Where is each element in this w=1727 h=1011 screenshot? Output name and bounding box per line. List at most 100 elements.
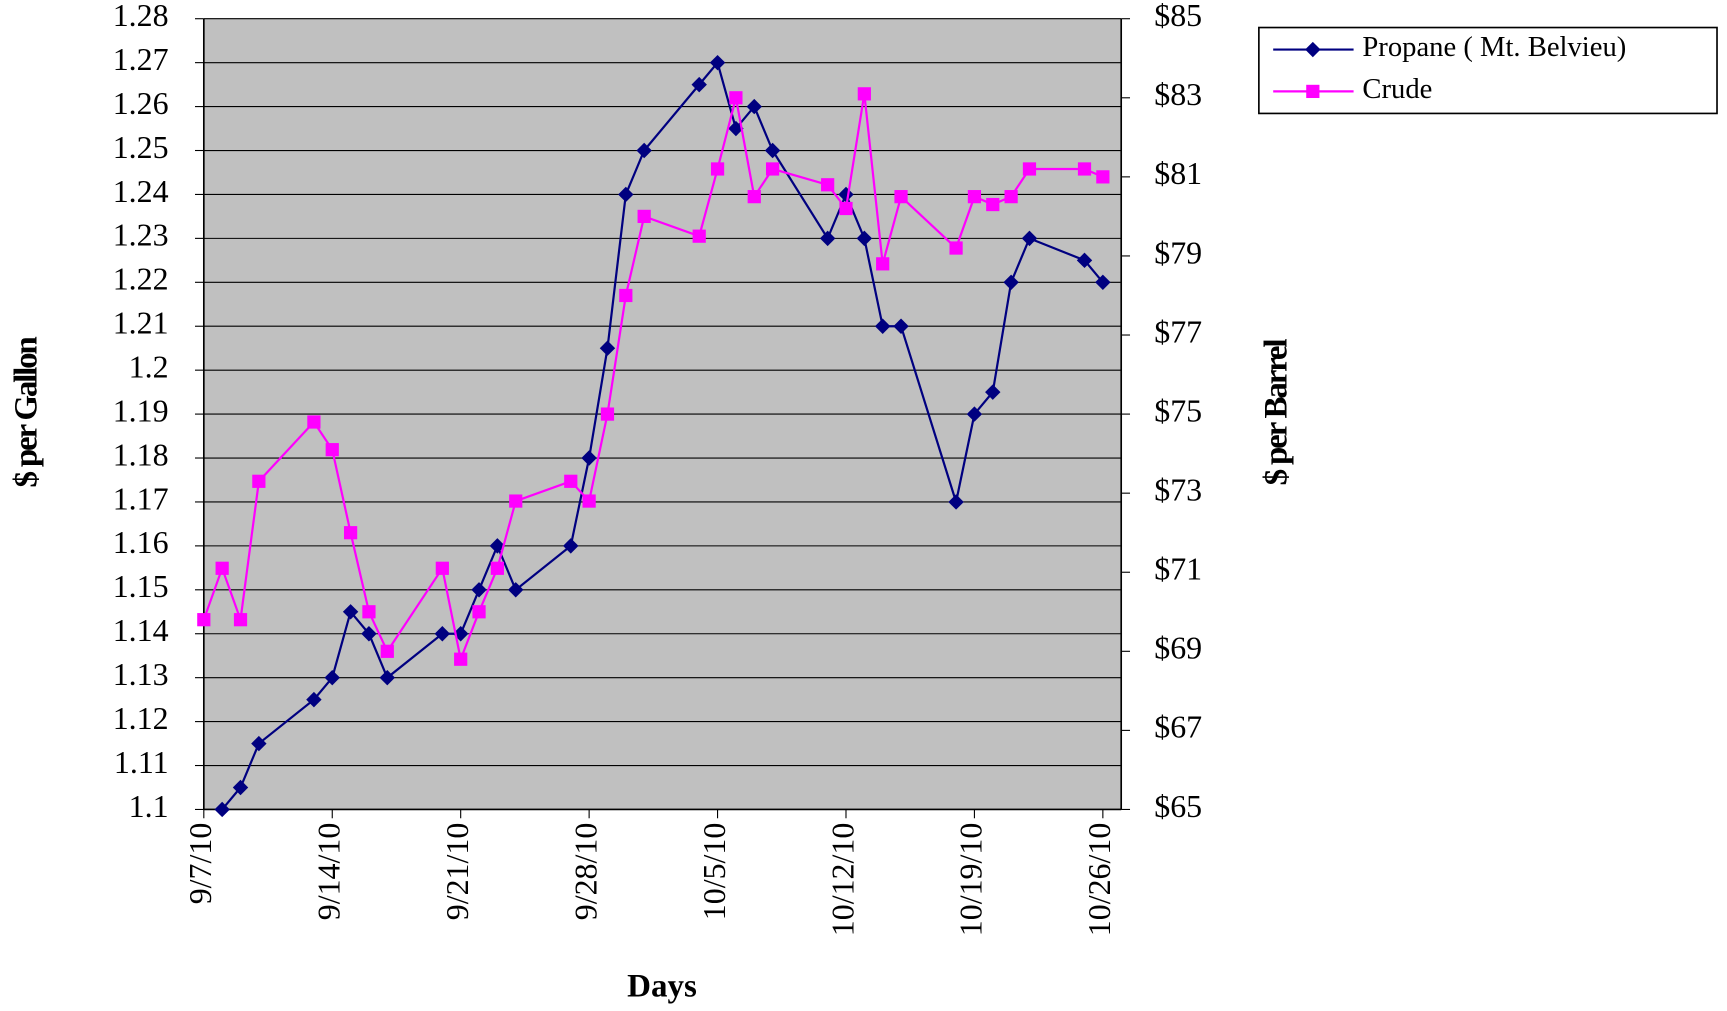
y-tick-label: 1.13 xyxy=(113,657,169,692)
marker xyxy=(490,561,504,575)
marker xyxy=(839,201,853,216)
marker xyxy=(1004,190,1018,204)
x-tick-label: 9/28/10 xyxy=(568,823,603,921)
y2-tick-label: $65 xyxy=(1154,789,1202,824)
marker xyxy=(894,190,908,204)
y2-tick-label: $85 xyxy=(1154,0,1202,33)
x-tick-label: 10/12/10 xyxy=(825,823,860,937)
y-tick-label: 1.25 xyxy=(113,130,169,165)
marker xyxy=(966,406,983,422)
marker xyxy=(986,197,1000,212)
marker xyxy=(599,340,616,356)
marker xyxy=(618,186,634,203)
x-tick-label: 10/5/10 xyxy=(697,823,732,921)
marker xyxy=(472,605,486,619)
y-tick-label: 1.1 xyxy=(129,789,169,824)
y2-tick-label: $71 xyxy=(1154,552,1202,587)
marker xyxy=(1305,41,1321,58)
y-tick-label: 1.12 xyxy=(113,701,169,736)
marker xyxy=(747,190,761,204)
x-tick-label: 9/14/10 xyxy=(312,823,347,921)
marker xyxy=(509,494,523,508)
marker xyxy=(1077,162,1092,176)
marker xyxy=(582,494,596,508)
marker xyxy=(692,229,706,243)
marker xyxy=(765,162,780,176)
marker xyxy=(252,474,266,488)
y-tick-label: 1.18 xyxy=(113,437,169,472)
marker xyxy=(563,538,579,554)
marker xyxy=(967,190,982,204)
y-axis-title: $ per Gallon xyxy=(8,337,44,488)
marker xyxy=(1095,274,1111,291)
y-tick-label: 1.16 xyxy=(113,525,169,560)
marker xyxy=(1076,252,1093,269)
marker xyxy=(857,87,871,101)
marker xyxy=(691,76,707,93)
y-tick-label: 1.22 xyxy=(113,262,169,297)
x-tick-label: 9/21/10 xyxy=(440,823,475,921)
layer: 1.1 1.11 1.12 1.13 1.14 1.15 1.16 1.17 1.18 1.19 1… xyxy=(113,0,1202,936)
y-tick-label: 1.24 xyxy=(113,174,169,209)
marker xyxy=(362,605,376,619)
y-tick-label: 1.11 xyxy=(114,745,169,780)
x-tick-label: 10/26/10 xyxy=(1082,823,1117,937)
y-tick-label: 1.21 xyxy=(113,306,169,341)
marker xyxy=(874,318,891,334)
marker xyxy=(1096,170,1110,184)
marker xyxy=(564,474,578,488)
marker xyxy=(233,613,248,627)
marker xyxy=(434,626,451,642)
marker xyxy=(637,209,651,224)
marker xyxy=(746,98,762,115)
y-tick-label: 1.23 xyxy=(113,218,169,253)
marker xyxy=(985,384,1001,400)
marker xyxy=(197,613,211,627)
marker xyxy=(379,669,396,686)
marker xyxy=(729,91,743,105)
y2-tick-label: $81 xyxy=(1154,156,1202,191)
y-tick-label: 1.26 xyxy=(113,86,169,121)
y2-tick-label: $73 xyxy=(1154,472,1202,507)
marker xyxy=(949,241,963,255)
y-tick-label: 1.17 xyxy=(113,481,169,516)
marker xyxy=(454,652,468,666)
marker xyxy=(380,644,394,658)
marker xyxy=(710,162,725,176)
x-tick-label: 10/19/10 xyxy=(954,823,989,937)
marker xyxy=(307,415,321,429)
legend-label: Crude xyxy=(1362,73,1432,105)
marker xyxy=(619,288,633,303)
y2-axis-title: $ per Barrel xyxy=(1258,339,1294,486)
marker xyxy=(489,538,506,554)
marker xyxy=(1022,162,1037,176)
marker xyxy=(728,120,744,137)
marker xyxy=(821,178,835,192)
marker xyxy=(232,779,249,796)
x-axis-title: Days xyxy=(627,969,697,1005)
series-line xyxy=(202,93,1104,664)
marker xyxy=(343,526,358,540)
y-tick-label: 1.19 xyxy=(113,393,169,428)
legend xyxy=(1258,26,1718,115)
marker xyxy=(1306,84,1320,99)
marker xyxy=(215,561,229,575)
marker xyxy=(581,450,597,466)
x-tick-label: 9/7/10 xyxy=(183,823,218,905)
marker xyxy=(324,669,340,686)
legend-label: Propane ( Mt. Belvieu) xyxy=(1362,31,1626,63)
marker xyxy=(600,407,615,421)
marker xyxy=(325,443,339,457)
y-tick-label: 1.28 xyxy=(113,0,169,33)
marker xyxy=(361,626,377,642)
y2-tick-label: $79 xyxy=(1154,235,1202,270)
marker xyxy=(876,257,890,271)
marker xyxy=(214,801,230,818)
marker xyxy=(948,494,964,510)
y2-tick-label: $83 xyxy=(1154,77,1202,112)
y2-tick-label: $69 xyxy=(1154,631,1202,666)
marker xyxy=(1003,274,1019,291)
y2-tick-label: $77 xyxy=(1154,314,1202,349)
